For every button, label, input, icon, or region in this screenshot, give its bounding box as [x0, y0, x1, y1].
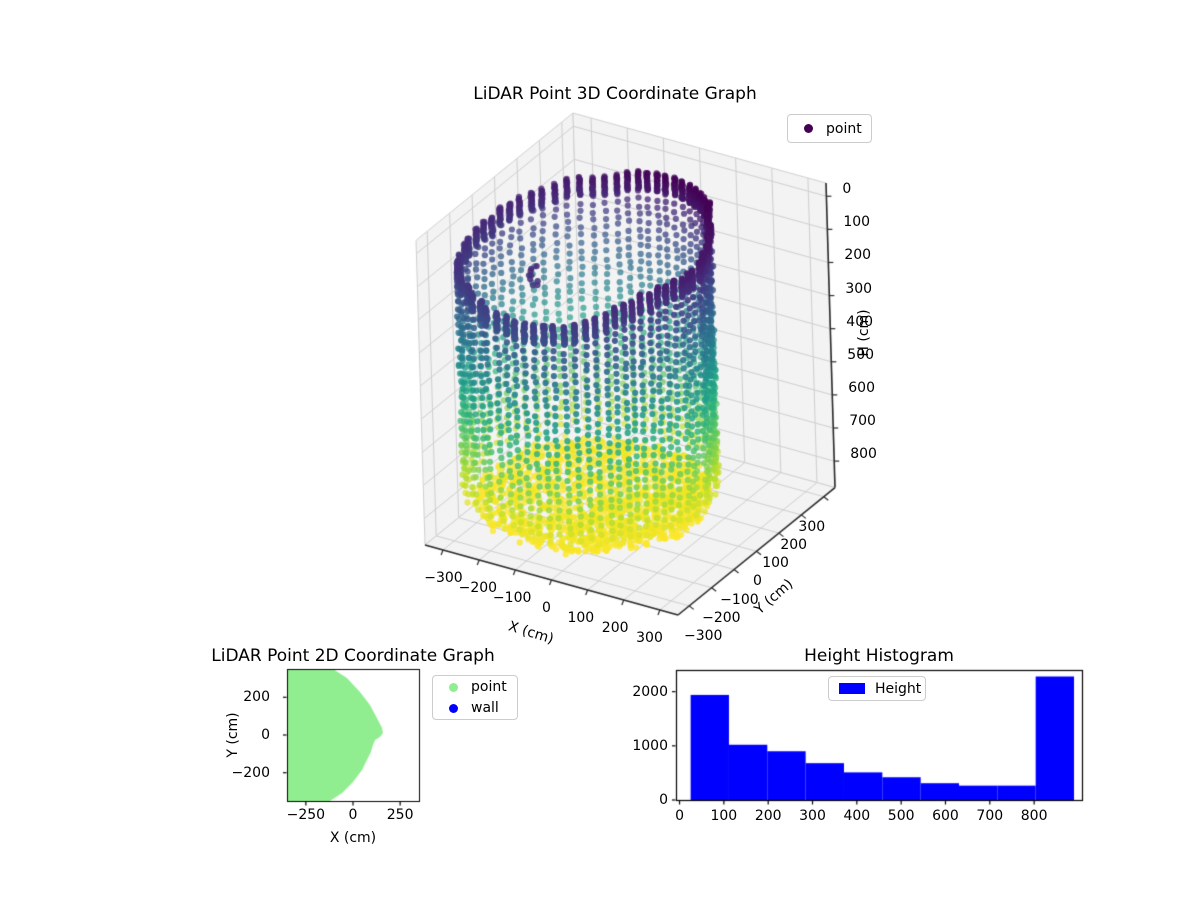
x-tick-label-3d: 0: [542, 600, 551, 616]
y-tick-label-3d: 200: [780, 536, 808, 553]
x-tick-label-3d: 200: [601, 620, 629, 636]
x-tick-label-3d: −300: [424, 570, 463, 586]
x-tick-label-hist: 700: [976, 808, 1004, 824]
title-3d-plot: LiDAR Point 3D Coordinate Graph: [473, 84, 757, 104]
y-tick-label-3d: −100: [720, 591, 759, 608]
y-tick-label-hist: 1000: [632, 737, 668, 754]
x-tick-label-hist: 600: [932, 808, 959, 824]
x-tick-label-2d: 250: [386, 807, 414, 823]
point-marker-icon: [804, 124, 813, 133]
title-2d-plot: LiDAR Point 2D Coordinate Graph: [211, 646, 495, 666]
height-swatch-icon: [839, 683, 865, 694]
z-tick-label-3d: 500: [847, 346, 875, 363]
x-tick-label-2d: 0: [348, 807, 358, 823]
x-tick-label-hist: 200: [754, 808, 782, 824]
z-tick-label-3d: 800: [850, 446, 877, 463]
z-tick-label-3d: 300: [845, 280, 873, 297]
y-tick-label-3d: −200: [702, 609, 741, 626]
y-axis-label-2d: Y (cm): [225, 712, 241, 758]
title-histogram: Height Histogram: [804, 646, 954, 666]
legend-label-wall-2d: wall: [471, 700, 499, 716]
x-tick-label-hist: 100: [710, 808, 738, 824]
y-tick-label-3d: −300: [683, 627, 723, 644]
y-tick-label-hist: 0: [659, 792, 668, 808]
legend-label-height: Height: [875, 680, 922, 697]
z-tick-label-3d: 700: [849, 413, 876, 429]
z-tick-label-3d: 0: [842, 181, 852, 198]
z-tick-label-3d: 100: [843, 214, 871, 231]
y-tick-label-2d: 0: [261, 727, 270, 743]
x-tick-label-2d: −250: [286, 807, 326, 823]
z-tick-label-3d: 200: [844, 247, 872, 264]
x-tick-label-3d: −100: [492, 590, 532, 606]
z-tick-label-3d: 400: [846, 313, 874, 330]
x-tick-label-3d: −200: [458, 580, 498, 596]
y-tick-label-hist: 2000: [632, 683, 668, 700]
x-tick-label-3d: 300: [636, 630, 663, 646]
x-tick-label-hist: 500: [887, 808, 915, 824]
wall-marker-icon: [449, 703, 458, 713]
point-marker-icon: [449, 682, 458, 692]
legend-histogram: Height: [828, 676, 926, 701]
y-tick-label-3d: 100: [762, 555, 789, 572]
x-tick-label-hist: 800: [1020, 808, 1048, 824]
y-tick-label-3d: 0: [753, 573, 762, 590]
x-tick-label-hist: 400: [843, 808, 871, 824]
x-tick-label-hist: 300: [799, 808, 826, 824]
z-tick-label-3d: 600: [848, 379, 875, 396]
legend-label-point-3d: point: [826, 120, 862, 137]
legend-row: wall: [433, 698, 517, 719]
y-tick-label-3d: 300: [798, 518, 826, 535]
x-tick-label-hist: 0: [675, 808, 684, 824]
x-tick-label-3d: 100: [567, 610, 595, 626]
legend-row: Height: [829, 678, 925, 699]
legend-2d: point wall: [432, 675, 518, 720]
y-tick-label-2d: −200: [231, 764, 270, 781]
legend-label-point-2d: point: [471, 679, 507, 695]
x-axis-label-2d: X (cm): [329, 830, 377, 846]
legend-row: point: [433, 677, 517, 698]
legend-row: point: [788, 118, 871, 139]
legend-3d: point: [787, 114, 872, 143]
y-tick-label-2d: 200: [243, 689, 270, 706]
